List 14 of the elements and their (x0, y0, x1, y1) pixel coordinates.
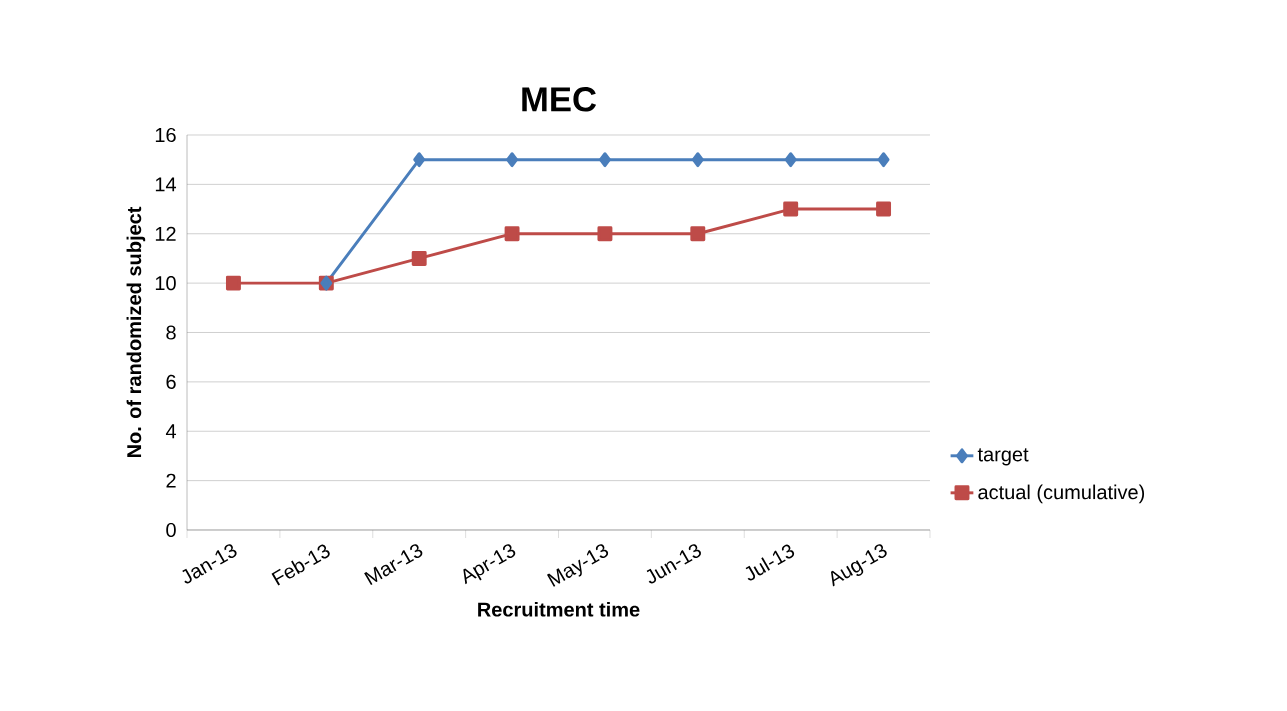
y-tick-label: 4 (165, 424, 177, 439)
y-axis-title: No. of randomized subject (126, 206, 146, 458)
y-tick-label: 16 (155, 127, 176, 143)
y-tick-label: 6 (166, 374, 176, 389)
chart-title: MEC (522, 87, 597, 112)
y-tick-label: 0 (166, 522, 176, 538)
x-axis-title: Recruitment time (478, 601, 640, 617)
legend-label: target (977, 448, 1029, 466)
y-tick-label: 2 (166, 473, 176, 488)
y-tick-label: 12 (155, 226, 176, 241)
y-tick-label: 8 (166, 325, 176, 340)
y-tick-label: 10 (155, 276, 176, 291)
legend-label: actual (cumulative) (978, 484, 1145, 504)
y-tick-label: 14 (155, 177, 177, 192)
